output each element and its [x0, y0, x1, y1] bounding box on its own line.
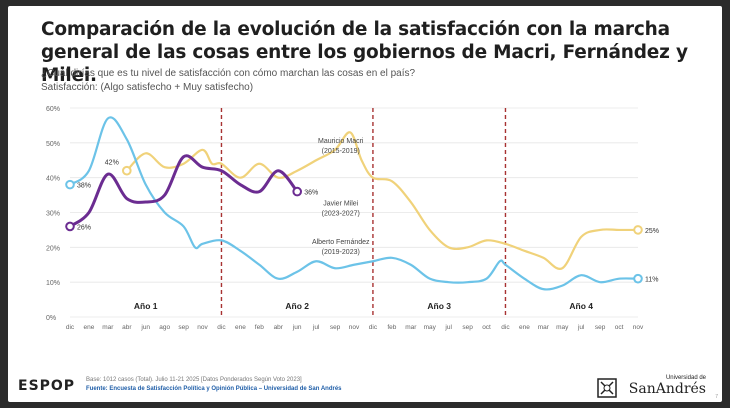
- x-tick-label: sep: [330, 324, 341, 331]
- x-tick-label: ene: [235, 324, 246, 331]
- x-tick-label: mar: [405, 324, 417, 331]
- y-tick-label: 10%: [46, 280, 60, 287]
- university-logo: Universidad de SanAndrés: [629, 375, 706, 397]
- year-labels: Año 1 Año 2 Año 3 Año 4: [134, 301, 593, 311]
- series-marker: [65, 179, 75, 190]
- university-logo-small: Universidad de: [665, 375, 706, 381]
- x-tick-label: sep: [462, 324, 473, 331]
- data-label: 11%: [645, 277, 659, 284]
- series-period-label: (2023-2027): [322, 211, 360, 218]
- x-tick-label: dic: [66, 324, 75, 331]
- y-tick-label: 50%: [46, 141, 60, 148]
- y-axis-ticks: 0% 10% 20% 30% 40% 50% 60%: [46, 106, 60, 322]
- chart-title: Comparación de la evolución de la satisf…: [41, 19, 688, 86]
- x-tick-label: may: [556, 324, 569, 331]
- x-tick-label: jul: [444, 324, 452, 331]
- y-tick-label: 0%: [46, 315, 56, 322]
- y-tick-label: 40%: [46, 176, 60, 183]
- year-label: Año 4: [569, 301, 593, 311]
- x-tick-label: dic: [217, 324, 226, 331]
- data-labels: 42% 25% Mauricio Macri (2015-2019) 38% 11% Alb…: [65, 138, 659, 284]
- x-tick-label: jul: [577, 324, 585, 331]
- x-tick-label: dic: [501, 324, 510, 331]
- espop-logo-text: ESPOP: [18, 378, 76, 394]
- base-note: Base: 1012 casos (Total). Julio 11-21 20…: [86, 377, 302, 383]
- series-name-label: Mauricio Macri: [318, 138, 364, 145]
- page-number: 7: [715, 394, 718, 400]
- x-tick-label: oct: [482, 324, 491, 331]
- line-chart: 0%10%20%30%40%50%60% dic ene mar abr jun ago s…: [46, 106, 659, 331]
- series-marker: [122, 165, 132, 176]
- y-tick-label: 30%: [46, 211, 60, 218]
- x-tick-label: abr: [122, 324, 132, 331]
- survey-question: ¿Cuál dirías que es tu nivel de satisfac…: [41, 68, 416, 79]
- x-tick-label: mar: [538, 324, 550, 331]
- data-label: 42%: [105, 160, 119, 167]
- x-tick-label: jun: [140, 324, 150, 331]
- series-name-label: Alberto Fernández: [312, 239, 370, 246]
- year-label: Año 1: [134, 301, 158, 311]
- x-tick-label: ago: [159, 324, 170, 331]
- source-note: Fuente: Encuesta de Satisfacción Polític…: [86, 386, 342, 392]
- series-period-label: (2019-2023): [322, 249, 360, 256]
- x-tick-label: jul: [312, 324, 320, 331]
- x-tick-label: nov: [633, 324, 644, 331]
- data-label: 25%: [645, 228, 659, 235]
- year-label: Año 3: [427, 301, 451, 311]
- x-tick-label: nov: [349, 324, 360, 331]
- y-tick-label: 20%: [46, 245, 60, 252]
- data-label: 26%: [77, 224, 91, 231]
- x-tick-label: oct: [615, 324, 624, 331]
- x-tick-label: abr: [274, 324, 284, 331]
- y-tick-label: 60%: [46, 106, 60, 113]
- series-marker: [292, 186, 303, 197]
- x-tick-label: dic: [369, 324, 378, 331]
- series-period-label: (2015-2019): [322, 148, 360, 155]
- data-label: 38%: [77, 183, 91, 190]
- x-axis-ticks: dic ene mar abr jun ago sep nov dic ene feb abr jun j…: [66, 324, 644, 331]
- series-line-fernandez: [68, 116, 640, 291]
- slide: Comparación de la evolución de la satisf…: [8, 6, 722, 402]
- x-tick-label: nov: [197, 324, 208, 331]
- series-line-milei: [68, 154, 299, 228]
- espop-logo: ESPOP: [18, 378, 75, 394]
- x-tick-label: ene: [84, 324, 95, 331]
- x-tick-label: sep: [595, 324, 606, 331]
- series-marker: [65, 221, 75, 232]
- series-name-label: Javier Milei: [323, 201, 358, 208]
- data-label: 36%: [304, 190, 318, 197]
- x-tick-label: feb: [387, 324, 396, 331]
- university-logo-big: SanAndrés: [628, 381, 706, 397]
- x-tick-label: sep: [178, 324, 189, 331]
- university-crest-icon: [597, 378, 617, 398]
- year-label: Año 2: [285, 301, 309, 311]
- x-tick-label: jun: [292, 324, 302, 331]
- x-tick-label: ene: [519, 324, 530, 331]
- x-tick-label: feb: [255, 324, 264, 331]
- x-tick-label: may: [424, 324, 437, 331]
- series-lines: [68, 116, 640, 291]
- series-marker: [633, 273, 643, 284]
- gridlines: [70, 107, 638, 318]
- x-tick-label: mar: [102, 324, 114, 331]
- series-marker: [633, 225, 643, 235]
- chart-subtitle: Satisfacción: (Algo satisfecho + Muy sat…: [41, 82, 254, 93]
- series-line-macri: [125, 131, 640, 270]
